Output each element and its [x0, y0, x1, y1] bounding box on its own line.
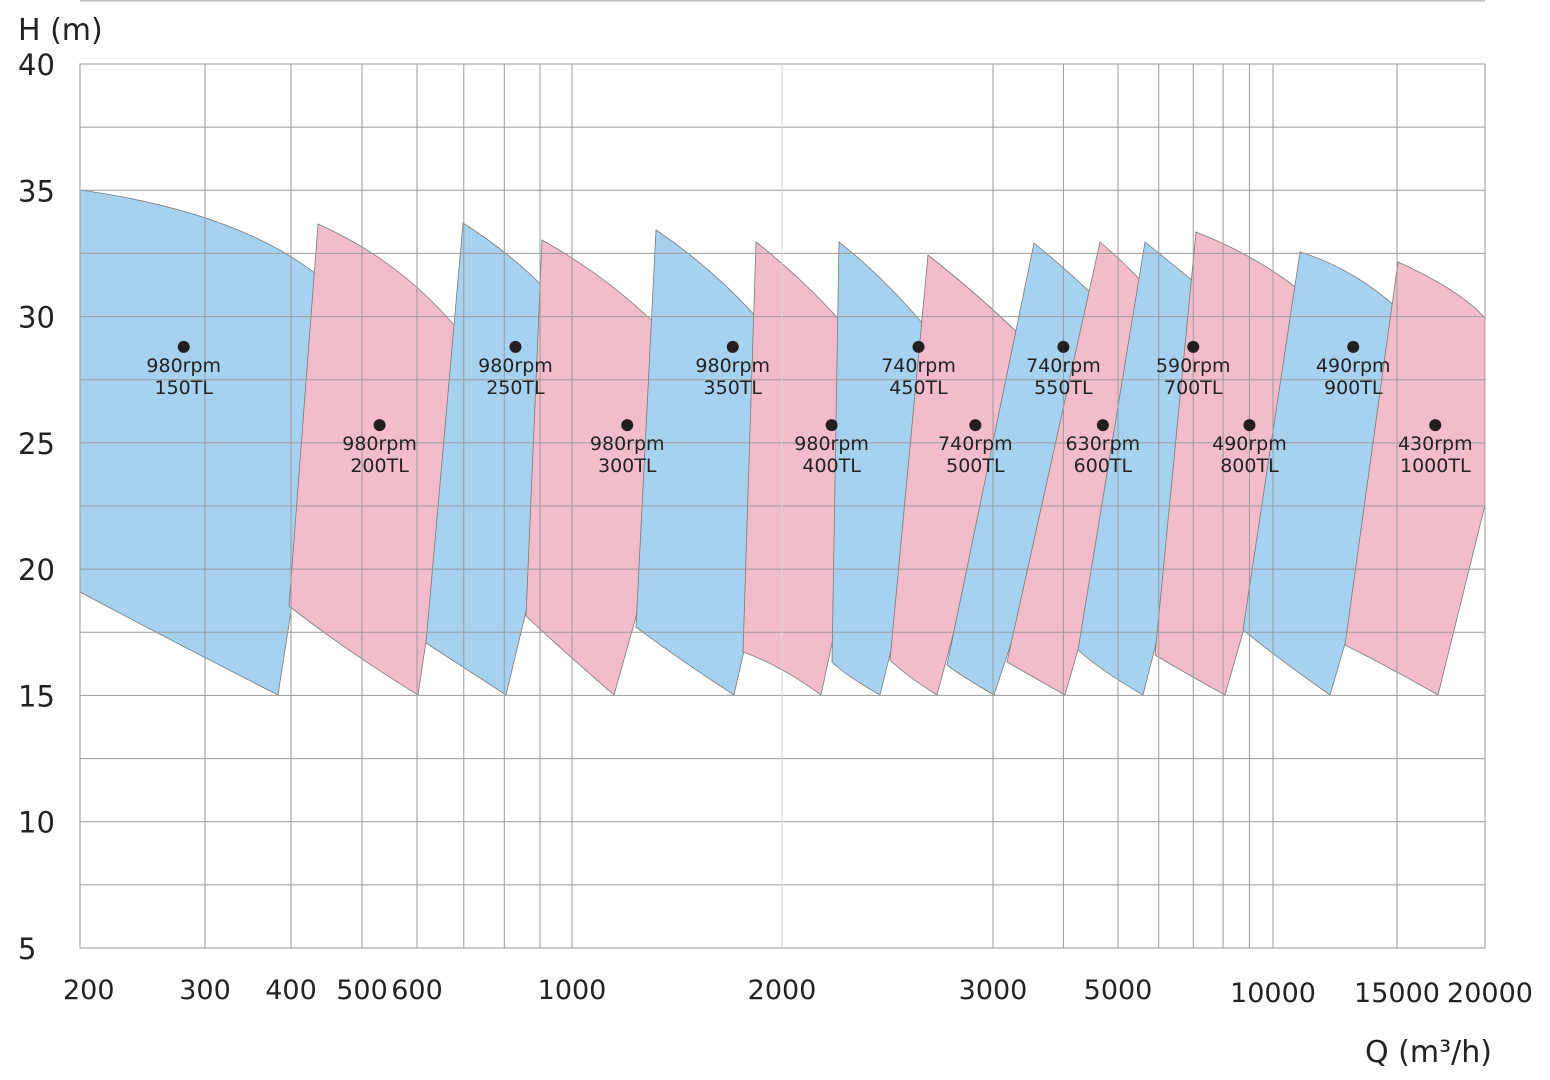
x-tick-label: 200 [63, 975, 115, 1006]
duty-point-450TL [912, 340, 925, 353]
model-label-200TL: 200TL [350, 455, 409, 477]
x-axis-title: Q (m³/h) [1365, 1035, 1492, 1070]
y-axis-title: H (m) [18, 13, 103, 48]
model-label-800TL: 800TL [1220, 455, 1279, 477]
model-label-450TL: 450TL [889, 377, 948, 399]
y-tick-label: 15 [18, 679, 55, 713]
x-tick-label: 20000 [1447, 978, 1533, 1009]
model-label-1000TL: 1000TL [1400, 455, 1471, 477]
x-tick-label: 15000 [1354, 978, 1440, 1009]
grid-lines [79, 0, 1486, 949]
model-label-250TL: 250TL [486, 377, 545, 399]
speed-label-350TL: 980rpm [695, 355, 770, 377]
x-tick-label: 500 [336, 975, 388, 1006]
model-label-300TL: 300TL [598, 455, 657, 477]
duty-point-300TL [621, 419, 634, 432]
speed-label-450TL: 740rpm [881, 355, 956, 377]
duty-point-800TL [1243, 419, 1256, 432]
duty-point-550TL [1057, 340, 1070, 353]
model-label-350TL: 350TL [704, 377, 763, 399]
duty-point-350TL [726, 340, 739, 353]
duty-points [177, 340, 1442, 432]
duty-point-400TL [825, 419, 838, 432]
speed-label-700TL: 590rpm [1156, 355, 1231, 377]
model-label-550TL: 550TL [1034, 377, 1093, 399]
speed-label-200TL: 980rpm [342, 433, 417, 455]
x-tick-label: 10000 [1230, 978, 1316, 1009]
series-labels: 980rpm150TL980rpm200TL980rpm250TL980rpm3… [146, 355, 1472, 477]
x-tick-label: 5000 [1084, 975, 1153, 1006]
y-tick-label: 40 [18, 48, 55, 82]
x-tick-label: 600 [391, 975, 443, 1006]
model-label-900TL: 900TL [1324, 377, 1383, 399]
duty-point-200TL [373, 419, 386, 432]
duty-point-500TL [969, 419, 982, 432]
speed-label-800TL: 490rpm [1212, 433, 1287, 455]
duty-point-250TL [509, 340, 522, 353]
duty-point-600TL [1096, 419, 1109, 432]
duty-point-150TL [177, 340, 190, 353]
x-tick-label: 2000 [748, 975, 817, 1006]
x-tick-label: 400 [265, 975, 317, 1006]
y-tick-label: 10 [18, 806, 55, 840]
speed-label-600TL: 630rpm [1066, 433, 1141, 455]
model-label-150TL: 150TL [154, 377, 213, 399]
model-label-700TL: 700TL [1164, 377, 1223, 399]
x-tick-labels: 200 300 400 500 600 1000 2000 3000 5000 10000 1500… [63, 975, 1533, 1009]
speed-label-150TL: 980rpm [146, 355, 221, 377]
model-label-400TL: 400TL [802, 455, 861, 477]
speed-label-900TL: 490rpm [1316, 355, 1391, 377]
x-tick-label: 300 [179, 975, 231, 1006]
y-tick-label: 35 [18, 174, 55, 208]
speed-label-1000TL: 430rpm [1398, 433, 1473, 455]
speed-label-550TL: 740rpm [1026, 355, 1101, 377]
model-label-500TL: 500TL [946, 455, 1005, 477]
y-tick-label: 5 [18, 932, 36, 966]
duty-point-1000TL [1429, 419, 1442, 432]
speed-label-500TL: 740rpm [938, 433, 1013, 455]
y-tick-label: 20 [18, 553, 55, 587]
duty-point-700TL [1187, 340, 1200, 353]
x-tick-label: 1000 [538, 975, 607, 1006]
duty-point-900TL [1347, 340, 1360, 353]
speed-label-400TL: 980rpm [794, 433, 869, 455]
speed-label-250TL: 980rpm [478, 355, 553, 377]
y-tick-label: 30 [18, 301, 55, 335]
y-tick-labels: 5 10 15 20 25 30 35 40 [18, 48, 55, 966]
x-tick-label: 3000 [959, 975, 1028, 1006]
model-label-600TL: 600TL [1074, 455, 1133, 477]
pump-regions [79, 189, 1486, 696]
region-1000TL [1344, 261, 1486, 696]
y-tick-label: 25 [18, 427, 55, 461]
speed-label-300TL: 980rpm [590, 433, 665, 455]
